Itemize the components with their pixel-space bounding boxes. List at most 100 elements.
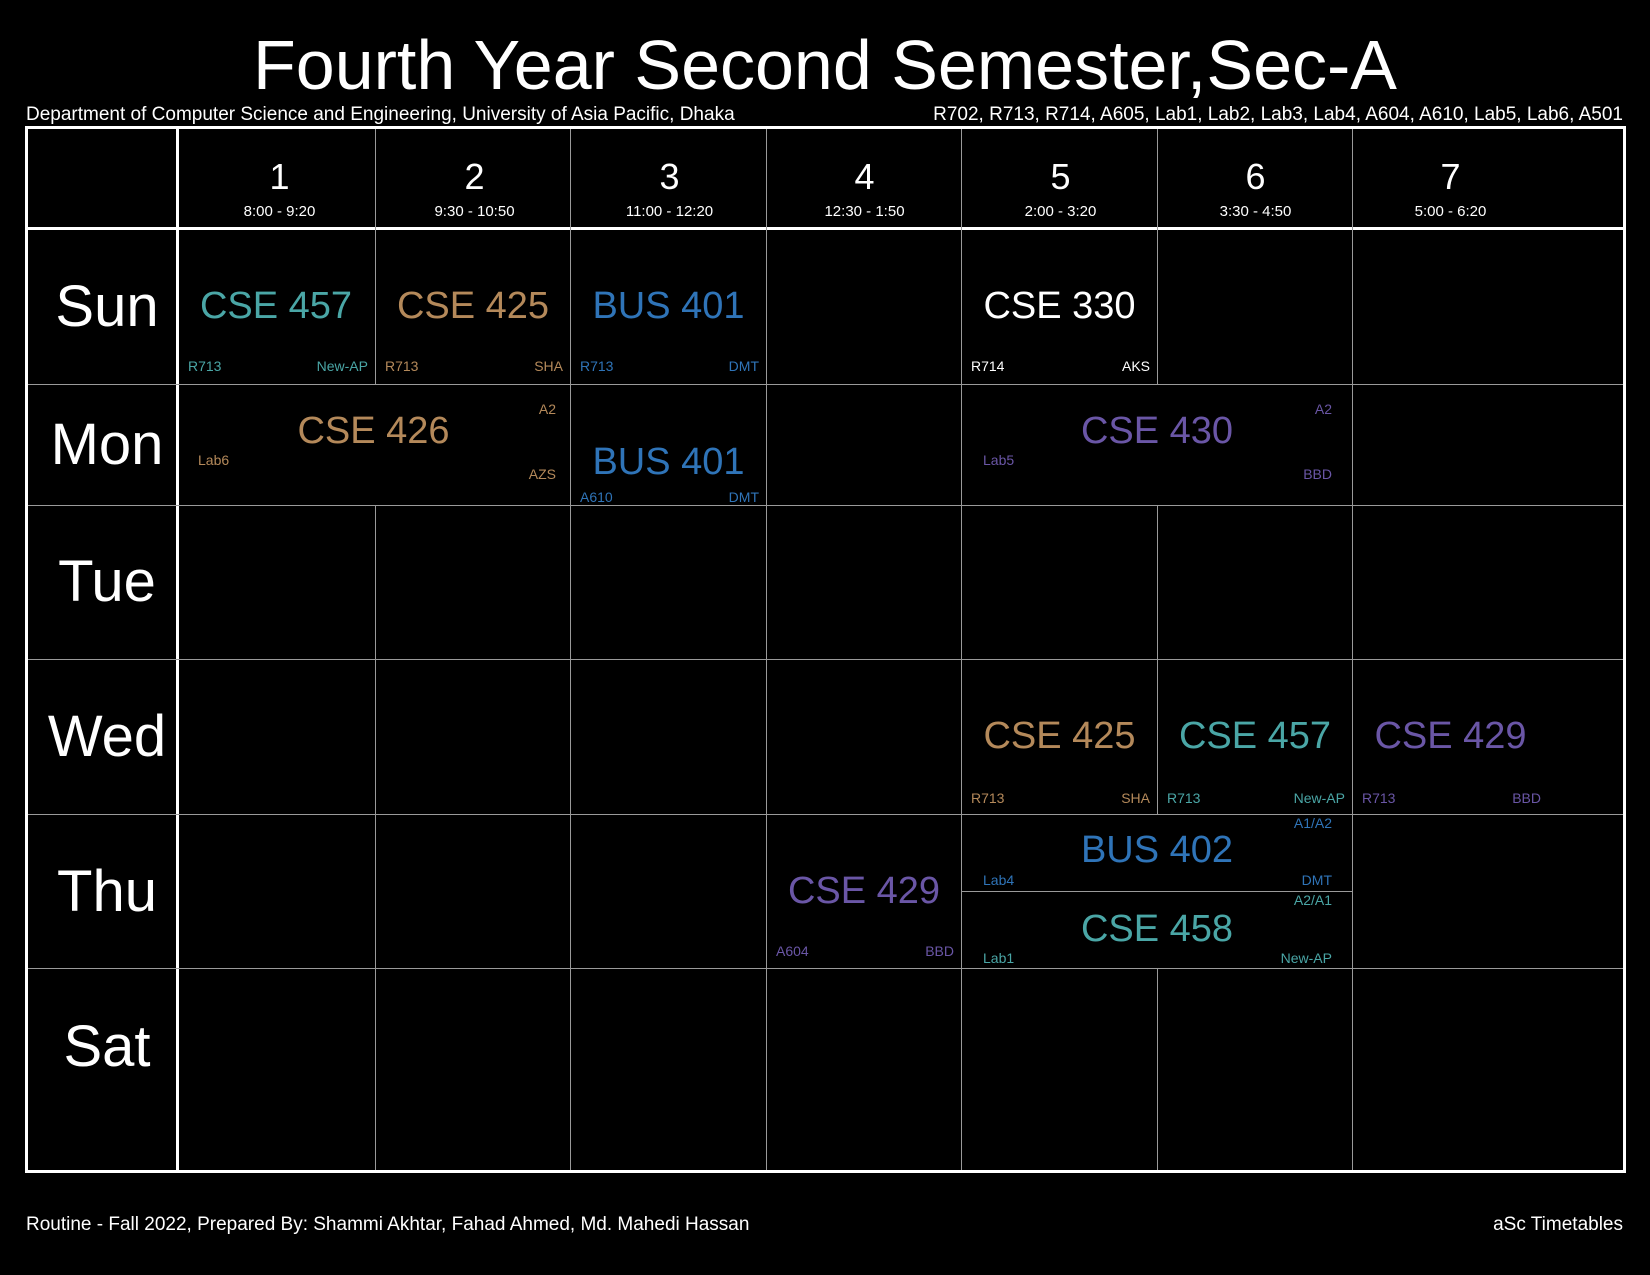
grid-vline: [375, 968, 376, 1170]
grid-vline: [961, 968, 962, 1170]
room-label: R713: [188, 358, 222, 374]
period-time: 8:00 - 9:20: [243, 203, 316, 220]
period-time: 9:30 - 10:50: [434, 203, 515, 220]
teacher-label: SHA: [1121, 790, 1150, 806]
teacher-label: DMT: [728, 358, 759, 374]
page-title: Fourth Year Second Semester,Sec-A: [253, 26, 1397, 104]
grid-hline: [961, 891, 1352, 892]
teacher-label: New-AP: [1293, 790, 1345, 806]
period-time: 3:30 - 4:50: [1219, 203, 1292, 220]
class-card[interactable]: BUS 401 A610 DMT: [571, 385, 766, 505]
grid-vline: [375, 230, 376, 384]
subject-code: CSE 425: [396, 285, 550, 327]
period-time: 5:00 - 6:20: [1414, 203, 1487, 220]
grid-hline: [28, 659, 1623, 660]
subject-code: CSE 430: [1080, 410, 1234, 452]
subject-code: BUS 401: [592, 285, 745, 327]
room-label: R713: [1362, 790, 1396, 806]
grid-hline: [28, 968, 1623, 969]
teacher-label: New-AP: [1280, 950, 1332, 966]
grid-vline: [1352, 814, 1353, 968]
subject-code: CSE 425: [983, 715, 1136, 757]
grid-vline: [1352, 129, 1353, 230]
teacher-label: AZS: [528, 466, 556, 482]
class-card[interactable]: CSE 429 A604 BBD: [767, 815, 961, 968]
class-card[interactable]: CSE 430 Lab5 A2 BBD: [962, 385, 1352, 505]
teacher-label: BBD: [1512, 790, 1541, 806]
grid-vline: [766, 384, 767, 505]
class-card[interactable]: CSE 429: [1353, 660, 1548, 814]
grid-vline: [375, 814, 376, 968]
grid-vline: [1157, 968, 1158, 1170]
subject-code: CSE 330: [983, 285, 1136, 327]
teacher-label: DMT: [728, 489, 759, 505]
class-card-meta: R713 New-AP: [1158, 660, 1352, 814]
class-card[interactable]: CSE 426 Lab6 A2 AZS: [177, 385, 570, 505]
day-label: Mon: [50, 412, 164, 477]
teacher-label: BBD: [1303, 466, 1332, 482]
grid-vline: [1352, 230, 1353, 384]
class-card-meta: R713 BBD: [1353, 660, 1548, 814]
class-card[interactable]: BUS 402 A1/A2 Lab4 DMT: [962, 815, 1352, 891]
grid-vline: [961, 129, 962, 230]
grid-vline: [1157, 129, 1158, 230]
subject-code: BUS 402: [1080, 829, 1234, 871]
room-label: R713: [580, 358, 614, 374]
subject-code: CSE 426: [297, 410, 450, 452]
room-label: R713: [971, 790, 1005, 806]
room-label: A604: [776, 943, 809, 959]
room-label: Lab4: [983, 872, 1015, 888]
group-label: A1/A2: [1293, 815, 1332, 831]
class-card[interactable]: CSE 458 A2/A1 Lab1 New-AP: [962, 892, 1352, 968]
subject-code: CSE 458: [1080, 908, 1234, 950]
class-card[interactable]: CSE 425 R713 SHA: [376, 230, 570, 384]
header-row-divider: [28, 227, 1623, 230]
class-card[interactable]: CSE 457 R713 New-AP: [177, 230, 375, 384]
subject-code: CSE 457: [199, 285, 353, 327]
period-time: 11:00 - 12:20: [625, 203, 714, 220]
room-label: Lab6: [198, 452, 230, 468]
subject-code: CSE 429: [1374, 715, 1527, 757]
period-time: 2:00 - 3:20: [1024, 203, 1097, 220]
teacher-label: New-AP: [316, 358, 368, 374]
day-column-divider: [176, 129, 179, 1170]
class-card-meta: R713 SHA: [962, 660, 1157, 814]
timetable-grid: 1 8:00 - 9:20 2 9:30 - 10:50 3 11:00 - 1…: [25, 126, 1626, 1173]
grid-hline: [28, 384, 1623, 385]
room-label: A610: [580, 489, 613, 505]
class-card[interactable]: CSE 457: [1158, 660, 1352, 814]
class-card[interactable]: BUS 401 R713 DMT: [571, 230, 766, 384]
grid-vline: [961, 384, 962, 505]
class-card[interactable]: CSE 330 R714 AKS: [962, 230, 1157, 384]
teacher-label: BBD: [925, 943, 954, 959]
grid-vline: [766, 968, 767, 1170]
grid-vline: [961, 230, 962, 384]
grid-vline: [570, 384, 571, 505]
grid-vline: [570, 814, 571, 968]
class-card[interactable]: CSE 425: [962, 660, 1157, 814]
day-label: Tue: [58, 549, 156, 614]
day-label: Wed: [47, 704, 167, 769]
grid-vline: [570, 129, 571, 230]
period-number: 1: [269, 156, 290, 197]
room-label: R713: [385, 358, 419, 374]
grid-hline: [28, 814, 1623, 815]
day-label: Sat: [63, 1014, 151, 1079]
grid-hline: [28, 505, 1623, 506]
grid-vline: [570, 230, 571, 384]
grid-vline: [570, 968, 571, 1170]
grid-vline: [375, 129, 376, 230]
grid-vline: [1352, 384, 1353, 505]
teacher-label: DMT: [1301, 872, 1332, 888]
day-label: Sun: [55, 274, 159, 339]
group-label: A2: [538, 401, 556, 417]
grid-vline: [1157, 230, 1158, 384]
period-number: 2: [464, 156, 485, 197]
footer-brand: aSc Timetables: [1493, 1214, 1623, 1235]
subject-code: CSE 429: [787, 870, 941, 912]
day-label: Thu: [57, 859, 157, 924]
room-label: Lab1: [983, 950, 1015, 966]
rooms-list: R702, R713, R714, A605, Lab1, Lab2, Lab3…: [933, 104, 1623, 125]
period-number: 5: [1050, 156, 1071, 197]
teacher-label: SHA: [534, 358, 563, 374]
